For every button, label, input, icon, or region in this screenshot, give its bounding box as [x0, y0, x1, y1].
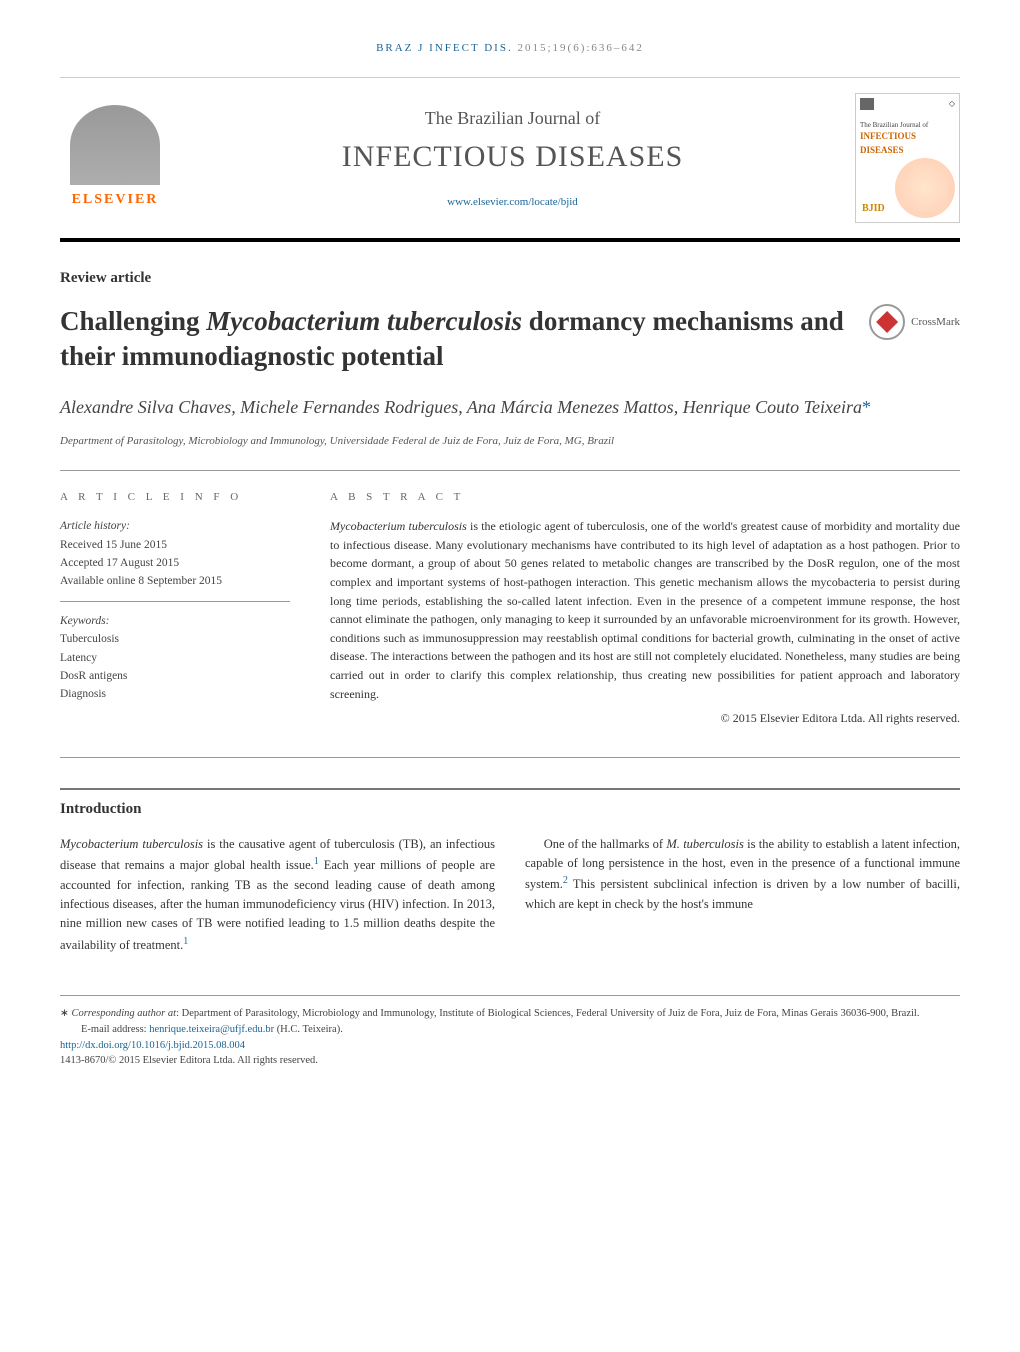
divider — [60, 470, 960, 471]
crossmark-text: CrossMark — [911, 314, 960, 331]
intro-text: This persistent subclinical infection is… — [525, 878, 960, 911]
masthead: ELSEVIER The Brazilian Journal of INFECT… — [60, 77, 960, 242]
email-line: E-mail address: henrique.teixeira@ufjf.e… — [60, 1022, 960, 1038]
journal-main-title: INFECTIOUS DISEASES — [170, 134, 855, 179]
cover-big-title: INFECTIOUS DISEASES — [860, 130, 955, 157]
affiliation: Department of Parasitology, Microbiology… — [60, 433, 960, 450]
journal-cover-thumbnail: ◇ The Brazilian Journal of INFECTIOUS DI… — [855, 93, 960, 223]
crossmark-icon — [869, 304, 905, 340]
doi-link[interactable]: http://dx.doi.org/10.1016/j.bjid.2015.08… — [60, 1038, 960, 1054]
corr-label: Corresponding author at — [71, 1008, 176, 1019]
abstract-body: is the etiologic agent of tuberculosis, … — [330, 519, 960, 700]
article-info-column: A R T I C L E I N F O Article history: R… — [60, 489, 290, 727]
ref-link[interactable]: 1 — [183, 936, 188, 947]
keyword: DosR antigens — [60, 667, 290, 685]
corr-text: : Department of Parasitology, Microbiolo… — [176, 1008, 919, 1019]
corresponding-author: ∗ Corresponding author at: Department of… — [60, 1006, 960, 1022]
email-link[interactable]: henrique.teixeira@ufjf.edu.br — [149, 1024, 274, 1035]
abstract-text: Mycobacterium tuberculosis is the etiolo… — [330, 517, 960, 703]
history-label: Article history: — [60, 517, 290, 535]
citation-text: 2015;19(6):636–642 — [517, 42, 643, 54]
abstract-copyright: © 2015 Elsevier Editora Ltda. All rights… — [330, 709, 960, 727]
cover-building-icon — [860, 98, 874, 110]
received-date: Received 15 June 2015 — [60, 536, 290, 554]
corresponding-asterisk: * — [862, 397, 871, 417]
page-footer: ∗ Corresponding author at: Department of… — [60, 995, 960, 1069]
intro-heading: Introduction — [60, 788, 960, 821]
article-history: Article history: Received 15 June 2015 A… — [60, 517, 290, 704]
cover-image — [895, 158, 955, 218]
article-title: Challenging Mycobacterium tuberculosis d… — [60, 304, 869, 374]
keyword: Latency — [60, 649, 290, 667]
accepted-date: Accepted 17 August 2015 — [60, 554, 290, 572]
intro-text: Each year millions of people are account… — [60, 858, 495, 952]
footer-asterisk: ∗ — [60, 1008, 71, 1019]
abstract-column: A B S T R A C T Mycobacterium tuberculos… — [330, 489, 960, 727]
divider — [60, 757, 960, 758]
intro-italic: Mycobacterium tuberculosis — [60, 837, 203, 851]
journal-title-block: The Brazilian Journal of INFECTIOUS DISE… — [170, 105, 855, 211]
journal-url[interactable]: www.elsevier.com/locate/bjid — [170, 194, 855, 211]
journal-subtitle: The Brazilian Journal of — [170, 105, 855, 132]
journal-abbrev: BRAZ J INFECT DIS. — [376, 42, 513, 54]
cover-volume-icon: ◇ — [949, 98, 955, 110]
cover-small-title: The Brazilian Journal of — [860, 120, 955, 131]
cover-tag: BJID — [862, 201, 885, 216]
info-divider — [60, 601, 290, 602]
introduction-section: Introduction Mycobacterium tuberculosis … — [60, 788, 960, 955]
abstract-section-label: A B S T R A C T — [330, 489, 960, 506]
info-section-label: A R T I C L E I N F O — [60, 489, 290, 506]
title-pre: Challenging — [60, 306, 206, 336]
intro-body: Mycobacterium tuberculosis is the causat… — [60, 835, 960, 956]
article-type: Review article — [60, 267, 960, 290]
online-date: Available online 8 September 2015 — [60, 572, 290, 590]
elsevier-logo: ELSEVIER — [60, 103, 170, 213]
elsevier-text: ELSEVIER — [72, 189, 159, 210]
intro-paragraph-2: One of the hallmarks of M. tuberculosis … — [525, 835, 960, 915]
crossmark-diamond-icon — [876, 311, 898, 333]
email-author: (H.C. Teixeira). — [274, 1024, 343, 1035]
title-row: Challenging Mycobacterium tuberculosis d… — [60, 304, 960, 374]
elsevier-tree-icon — [70, 105, 160, 185]
keywords-label: Keywords: — [60, 612, 290, 630]
info-abstract-row: A R T I C L E I N F O Article history: R… — [60, 489, 960, 727]
crossmark-badge[interactable]: CrossMark — [869, 304, 960, 340]
author-list: Alexandre Silva Chaves, Michele Fernande… — [60, 397, 862, 417]
issn-copyright: 1413-8670/© 2015 Elsevier Editora Ltda. … — [60, 1053, 960, 1069]
abstract-italic: Mycobacterium tuberculosis — [330, 519, 467, 533]
intro-paragraph-1: Mycobacterium tuberculosis is the causat… — [60, 835, 495, 956]
intro-text: One of the hallmarks of — [544, 837, 667, 851]
keyword: Tuberculosis — [60, 630, 290, 648]
title-italic: Mycobacterium tuberculosis — [206, 306, 522, 336]
email-label: E-mail address: — [81, 1024, 149, 1035]
keyword: Diagnosis — [60, 685, 290, 703]
intro-italic: M. tuberculosis — [666, 837, 743, 851]
authors: Alexandre Silva Chaves, Michele Fernande… — [60, 394, 960, 421]
running-header: BRAZ J INFECT DIS. 2015;19(6):636–642 — [60, 40, 960, 57]
